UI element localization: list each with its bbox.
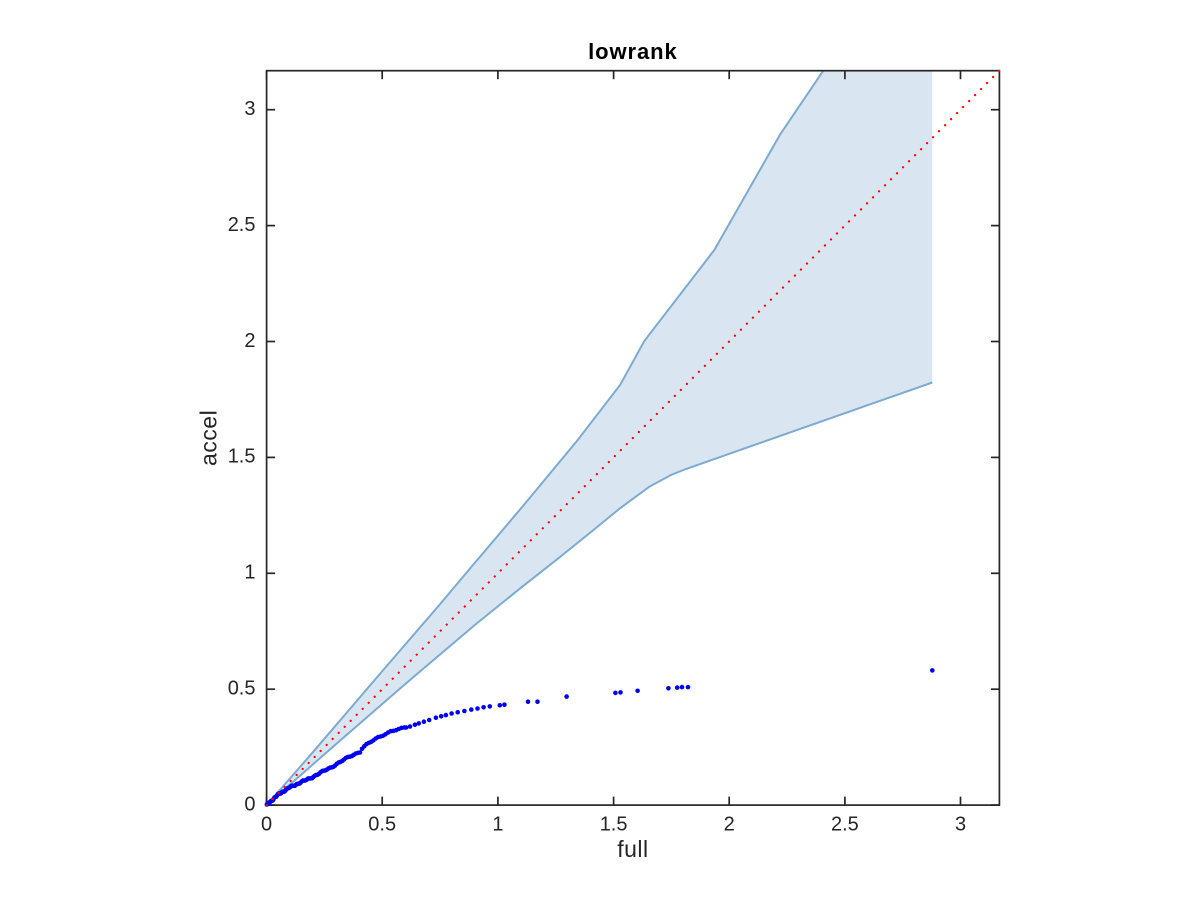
- svg-text:0: 0: [261, 814, 272, 836]
- svg-text:1: 1: [244, 562, 255, 584]
- svg-text:full: full: [617, 836, 648, 862]
- svg-text:0: 0: [244, 793, 255, 815]
- svg-text:3: 3: [244, 98, 255, 120]
- svg-text:2.5: 2.5: [831, 814, 859, 836]
- svg-text:lowrank: lowrank: [588, 39, 677, 64]
- svg-text:accel: accel: [196, 410, 222, 466]
- svg-text:0.5: 0.5: [368, 814, 396, 836]
- svg-text:1.5: 1.5: [228, 446, 256, 468]
- svg-text:3: 3: [955, 814, 966, 836]
- svg-text:2: 2: [244, 330, 255, 352]
- svg-text:0.5: 0.5: [228, 678, 256, 700]
- svg-text:2: 2: [724, 814, 735, 836]
- svg-text:1.5: 1.5: [600, 814, 628, 836]
- svg-text:2.5: 2.5: [228, 214, 256, 236]
- svg-text:1: 1: [492, 814, 503, 836]
